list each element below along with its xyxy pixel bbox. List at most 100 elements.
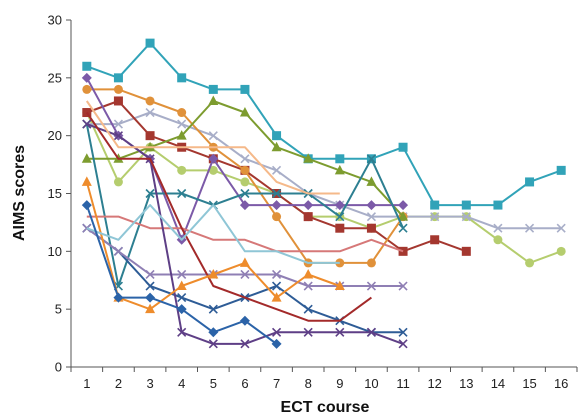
data-point: [177, 119, 187, 129]
x-tick-label: 9: [336, 376, 343, 391]
x-axis-title: ECT course: [281, 399, 370, 416]
data-point: [271, 141, 282, 152]
data-point: [334, 200, 345, 211]
data-point: [430, 235, 440, 245]
data-point: [240, 188, 250, 199]
data-point: [398, 339, 408, 349]
series-17: [81, 200, 282, 349]
data-point: [240, 165, 250, 175]
data-point: [177, 188, 187, 199]
data-point: [303, 304, 313, 314]
series-16: [85, 100, 340, 195]
data-point: [303, 268, 314, 279]
data-point: [208, 339, 218, 349]
data-point: [334, 164, 345, 175]
data-point: [113, 131, 124, 141]
x-tick-label: 7: [273, 376, 280, 391]
data-point: [240, 84, 250, 94]
data-point: [113, 119, 124, 129]
data-point: [398, 200, 409, 211]
series-4: [82, 96, 471, 256]
y-axis-title: AIMS scores: [11, 145, 28, 241]
data-point: [113, 246, 124, 256]
data-point: [271, 188, 282, 199]
data-point: [208, 131, 218, 141]
data-point: [208, 153, 219, 164]
data-point: [240, 339, 250, 349]
x-tick-label: 14: [491, 376, 505, 391]
data-point: [335, 258, 345, 268]
data-point: [430, 212, 440, 222]
data-point: [177, 165, 187, 175]
data-point: [398, 211, 409, 221]
x-tick-label: 6: [241, 376, 248, 391]
series-line: [86, 100, 467, 253]
data-point: [271, 281, 282, 291]
x-tick-label: 16: [554, 376, 568, 391]
axis-labels: ECT course AIMS scores: [11, 145, 370, 416]
series-layer: [81, 38, 566, 349]
data-point: [176, 280, 187, 291]
data-point: [145, 38, 155, 48]
data-point: [272, 131, 282, 141]
data-point: [335, 212, 345, 222]
data-point: [145, 269, 155, 280]
data-point: [177, 108, 187, 118]
data-point: [81, 72, 92, 83]
data-point: [239, 107, 250, 117]
data-point: [335, 154, 345, 164]
series-line: [86, 215, 404, 253]
data-point: [272, 212, 282, 222]
data-point: [398, 142, 408, 152]
data-point: [525, 258, 535, 268]
series-10: [86, 215, 404, 253]
x-tick-label: 10: [364, 376, 378, 391]
data-point: [81, 200, 92, 211]
data-point: [208, 268, 219, 279]
data-point: [177, 293, 187, 303]
data-point: [398, 223, 408, 233]
data-point: [113, 84, 123, 94]
data-point: [208, 84, 218, 94]
data-point: [208, 165, 218, 175]
series-6: [81, 95, 409, 221]
x-tick-label: 15: [522, 376, 536, 391]
data-point: [366, 258, 376, 268]
data-point: [113, 292, 124, 303]
data-point: [556, 246, 566, 256]
data-point: [493, 235, 503, 245]
data-point: [366, 327, 377, 337]
data-point: [303, 200, 314, 211]
data-point: [556, 223, 566, 233]
x-tick-label: 2: [115, 376, 122, 391]
y-tick-label: 0: [55, 360, 62, 375]
data-point: [461, 212, 471, 222]
data-point: [524, 223, 535, 233]
series-line: [85, 181, 341, 311]
series-13: [85, 111, 372, 322]
data-point: [145, 107, 155, 118]
data-point: [176, 130, 187, 140]
data-point: [177, 327, 187, 337]
data-point: [208, 327, 219, 338]
x-tick-label: 12: [427, 376, 441, 391]
data-point: [334, 280, 345, 291]
data-point: [493, 223, 503, 233]
data-point: [303, 281, 313, 291]
series-15: [86, 204, 340, 264]
data-point: [239, 257, 250, 267]
data-point: [271, 327, 282, 337]
data-point: [82, 84, 92, 94]
data-point: [113, 96, 123, 106]
data-point: [177, 269, 187, 280]
data-point: [271, 292, 282, 302]
series-line: [85, 111, 372, 322]
series-11: [82, 223, 408, 291]
x-tick-label: 8: [305, 376, 312, 391]
data-point: [176, 304, 187, 315]
data-point: [335, 327, 345, 337]
y-tick-label: 5: [55, 302, 62, 317]
y-tick-label: 30: [48, 13, 62, 28]
y-tick-label: 20: [48, 128, 62, 143]
